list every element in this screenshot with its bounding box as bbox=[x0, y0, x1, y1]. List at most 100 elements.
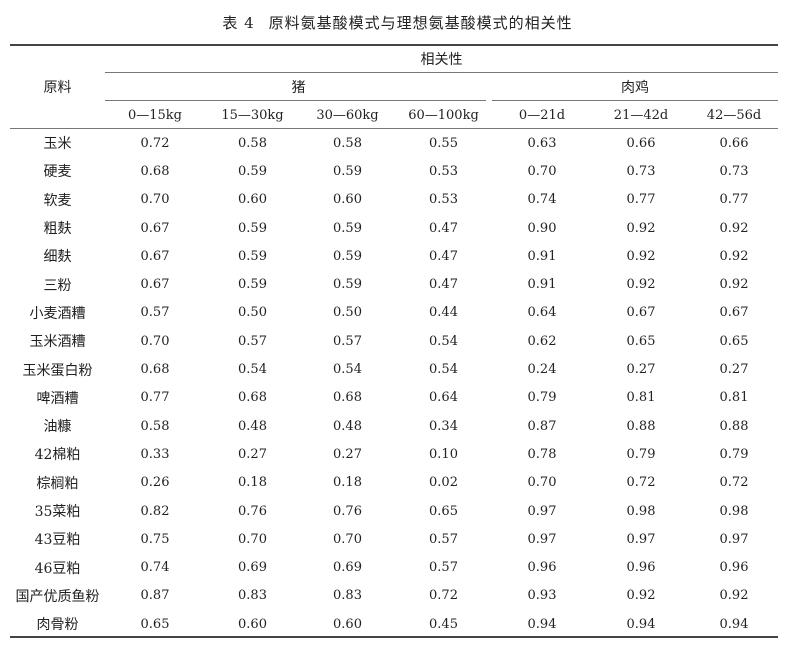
correlation-value: 0.67 bbox=[140, 220, 170, 236]
correlation-value: 0.94 bbox=[527, 616, 557, 632]
table-row: 棕榈粕 0.26 0.18 0.18 0.02 0.70 0.72 0.72 bbox=[10, 469, 778, 497]
correlation-value: 0.18 bbox=[238, 475, 267, 491]
correlation-value: 0.59 bbox=[238, 220, 267, 236]
table-row: 肉骨粉 0.65 0.60 0.60 0.45 0.94 0.94 0.94 bbox=[10, 610, 778, 638]
table-row: 42棉粕 0.33 0.27 0.27 0.10 0.78 0.79 0.79 bbox=[10, 440, 778, 468]
table-row: 玉米酒糟 0.70 0.57 0.57 0.54 0.62 0.65 0.65 bbox=[10, 327, 778, 355]
correlation-value: 0.75 bbox=[140, 531, 170, 547]
correlation-value: 0.45 bbox=[429, 616, 458, 632]
correlation-value: 0.97 bbox=[719, 531, 749, 547]
table-row: 46豆粕 0.74 0.69 0.69 0.57 0.96 0.96 0.96 bbox=[10, 553, 778, 581]
correlation-value: 0.92 bbox=[719, 220, 749, 236]
correlation-value: 0.91 bbox=[527, 277, 557, 293]
correlation-value: 0.50 bbox=[238, 305, 267, 321]
table-row: 软麦 0.70 0.60 0.60 0.53 0.74 0.77 0.77 bbox=[10, 186, 778, 214]
correlation-value: 0.47 bbox=[429, 248, 458, 264]
correlation-value: 0.92 bbox=[719, 277, 749, 293]
correlation-value: 0.81 bbox=[719, 390, 749, 406]
correlation-value: 0.66 bbox=[626, 135, 656, 151]
raw-material-name: 细麸 bbox=[43, 249, 72, 266]
correlation-value: 0.62 bbox=[527, 333, 557, 349]
correlation-value: 0.97 bbox=[527, 503, 557, 519]
correlation-value: 0.55 bbox=[429, 135, 458, 151]
table-row: 细麸 0.67 0.59 0.59 0.47 0.91 0.92 0.92 bbox=[10, 242, 778, 270]
raw-material-name: 国产优质鱼粉 bbox=[15, 588, 100, 605]
table-row: 硬麦 0.68 0.59 0.59 0.53 0.70 0.73 0.73 bbox=[10, 157, 778, 185]
correlation-value: 0.79 bbox=[719, 446, 749, 462]
pig-header: 猪 bbox=[291, 80, 306, 96]
correlation-value: 0.27 bbox=[626, 362, 656, 378]
correlation-value: 0.64 bbox=[429, 390, 458, 406]
correlation-value: 0.58 bbox=[238, 135, 267, 151]
correlation-value: 0.68 bbox=[140, 163, 170, 179]
correlation-value: 0.77 bbox=[140, 390, 170, 406]
correlation-value: 0.70 bbox=[527, 475, 557, 491]
table-caption: 表 4 原料氨基酸模式与理想氨基酸模式的相关性 bbox=[0, 12, 795, 33]
raw-material-name: 粗麸 bbox=[43, 221, 72, 238]
correlation-value: 0.69 bbox=[333, 560, 362, 576]
correlation-value: 0.72 bbox=[626, 475, 656, 491]
correlation-value: 0.47 bbox=[429, 277, 458, 293]
raw-material-name: 硬麦 bbox=[43, 164, 72, 181]
correlation-value: 0.57 bbox=[140, 305, 170, 321]
raw-material-name: 肉骨粉 bbox=[36, 617, 79, 634]
correlation-value: 0.48 bbox=[333, 418, 362, 434]
raw-material-name: 三粉 bbox=[43, 277, 72, 294]
correlation-value: 0.58 bbox=[333, 135, 362, 151]
correlation-value: 0.48 bbox=[238, 418, 267, 434]
raw-material-name: 小麦酒糟 bbox=[29, 305, 86, 322]
raw-material-name: 啤酒糟 bbox=[36, 390, 79, 407]
correlation-value: 0.98 bbox=[719, 503, 749, 519]
correlation-value: 0.70 bbox=[140, 333, 170, 349]
correlation-value: 0.97 bbox=[527, 531, 557, 547]
correlation-value: 0.72 bbox=[719, 475, 749, 491]
raw-material-header: 原料 bbox=[43, 80, 72, 96]
correlation-value: 0.88 bbox=[626, 418, 656, 434]
correlation-value: 0.72 bbox=[429, 588, 458, 604]
correlation-value: 0.82 bbox=[140, 503, 170, 519]
correlation-value: 0.66 bbox=[719, 135, 749, 151]
correlation-value: 0.57 bbox=[429, 560, 458, 576]
correlation-value: 0.67 bbox=[719, 305, 749, 321]
correlation-value: 0.98 bbox=[626, 503, 656, 519]
table-row: 35菜粕 0.82 0.76 0.76 0.65 0.97 0.98 0.98 bbox=[10, 497, 778, 525]
stage-header: 30—60kg bbox=[316, 107, 379, 123]
correlation-value: 0.74 bbox=[527, 192, 557, 208]
raw-material-name: 42棉粕 bbox=[34, 447, 81, 464]
correlation-value: 0.83 bbox=[238, 588, 267, 604]
correlation-value: 0.76 bbox=[238, 503, 267, 519]
correlation-value: 0.90 bbox=[527, 220, 557, 236]
correlation-value: 0.65 bbox=[626, 333, 656, 349]
correlation-value: 0.59 bbox=[238, 277, 267, 293]
table-row: 玉米 0.72 0.58 0.58 0.55 0.63 0.66 0.66 bbox=[10, 129, 778, 157]
correlation-value: 0.81 bbox=[626, 390, 656, 406]
correlation-value: 0.65 bbox=[140, 616, 170, 632]
correlation-value: 0.87 bbox=[140, 588, 170, 604]
correlation-value: 0.60 bbox=[238, 616, 267, 632]
correlation-value: 0.57 bbox=[333, 333, 362, 349]
stage-header: 42—56d bbox=[706, 107, 762, 123]
correlation-value: 0.92 bbox=[626, 588, 656, 604]
correlation-value: 0.92 bbox=[719, 588, 749, 604]
correlation-value: 0.94 bbox=[719, 616, 749, 632]
correlation-value: 0.54 bbox=[333, 362, 362, 378]
correlation-value: 0.77 bbox=[719, 192, 749, 208]
stage-header: 0—21d bbox=[518, 107, 566, 123]
correlation-value: 0.68 bbox=[238, 390, 267, 406]
header-rule bbox=[10, 128, 778, 129]
correlation-value: 0.59 bbox=[333, 277, 362, 293]
correlation-value: 0.33 bbox=[140, 446, 170, 462]
raw-material-name: 玉米酒糟 bbox=[29, 334, 86, 351]
correlation-value: 0.44 bbox=[429, 305, 458, 321]
correlation-value: 0.65 bbox=[429, 503, 458, 519]
raw-material-name: 玉米 bbox=[43, 136, 72, 153]
correlation-value: 0.97 bbox=[626, 531, 656, 547]
raw-material-name: 油糠 bbox=[43, 419, 72, 436]
correlation-value: 0.78 bbox=[527, 446, 557, 462]
correlation-value: 0.92 bbox=[626, 277, 656, 293]
stage-header: 60—100kg bbox=[408, 107, 479, 123]
stage-header: 15—30kg bbox=[221, 107, 284, 123]
top-rule bbox=[10, 44, 778, 46]
correlation-value: 0.50 bbox=[333, 305, 362, 321]
correlation-value: 0.67 bbox=[626, 305, 656, 321]
